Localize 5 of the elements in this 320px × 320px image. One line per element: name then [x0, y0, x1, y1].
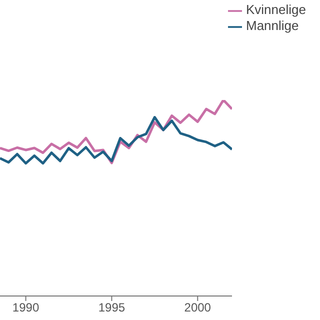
- legend-label: Kvinnelige: [246, 2, 306, 17]
- legend-label: Mannlige: [246, 18, 299, 33]
- x-tick-label: 1990: [12, 300, 40, 315]
- x-tick-label: 2000: [184, 300, 212, 315]
- x-tick-label: 1995: [98, 300, 126, 315]
